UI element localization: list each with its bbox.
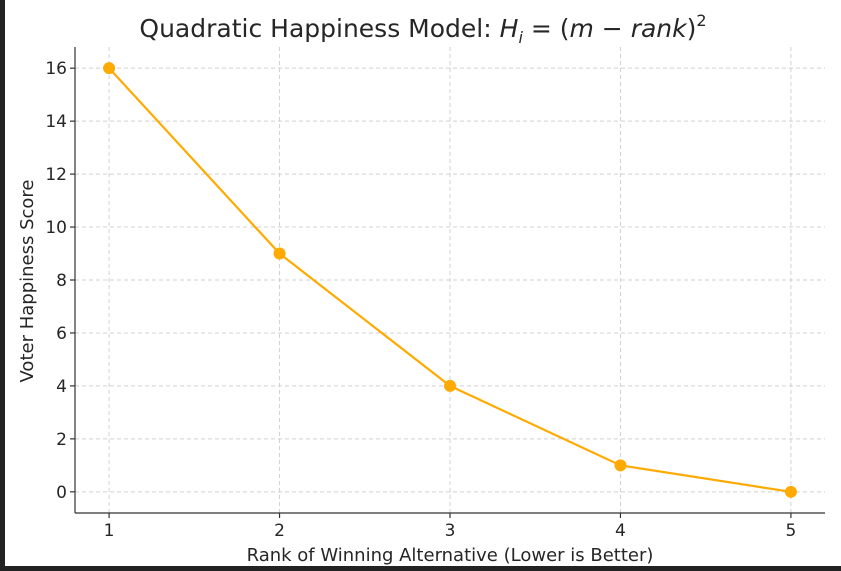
y-axis-label: Voter Happiness Score: [17, 180, 38, 383]
y-tick-label: 12: [45, 165, 67, 185]
y-tick-label: 2: [56, 430, 67, 450]
data-point: [444, 379, 456, 392]
y-tick-label: 16: [45, 59, 67, 79]
x-tick-label: 5: [785, 521, 796, 541]
y-tick-label: 14: [45, 112, 67, 132]
title-formula-mid: = (: [523, 14, 570, 43]
data-point: [614, 459, 627, 472]
y-tick-label: 4: [56, 377, 67, 397]
data-point: [103, 62, 116, 75]
data-point: [273, 247, 286, 260]
x-tick-label: 3: [445, 521, 456, 541]
chart-title: Quadratic Happiness Model: Hi = (m − ran…: [139, 11, 706, 47]
title-formula-close: ): [687, 14, 697, 43]
title-formula-m: m: [570, 14, 594, 43]
y-tick-label: 8: [56, 271, 67, 291]
y-tick-label: 6: [56, 324, 67, 344]
grid: [75, 47, 825, 513]
data-point: [784, 485, 797, 498]
title-formula-sub: i: [518, 28, 523, 47]
series-layer: [103, 62, 797, 498]
x-tick-label: 2: [274, 521, 285, 541]
x-axis-label: Rank of Winning Alternative (Lower is Be…: [247, 545, 654, 566]
window-frame-left: [0, 0, 5, 571]
title-formula-sup: 2: [696, 11, 706, 30]
title-formula-rank: rank: [631, 14, 688, 43]
x-tick-label: 4: [615, 521, 626, 541]
chart-canvas: Quadratic Happiness Model: Hi = (m − ran…: [5, 0, 841, 566]
chart-title-text: Quadratic Happiness Model:: [139, 14, 499, 43]
title-formula-h: H: [500, 14, 519, 43]
window-frame-bottom: [0, 566, 841, 571]
line-chart: Quadratic Happiness Model: Hi = (m − ran…: [17, 11, 825, 566]
y-tick-label: 0: [56, 483, 67, 503]
x-tick-label: 1: [104, 521, 115, 541]
y-tick-label: 10: [45, 218, 67, 238]
title-formula-minus: −: [594, 14, 631, 43]
